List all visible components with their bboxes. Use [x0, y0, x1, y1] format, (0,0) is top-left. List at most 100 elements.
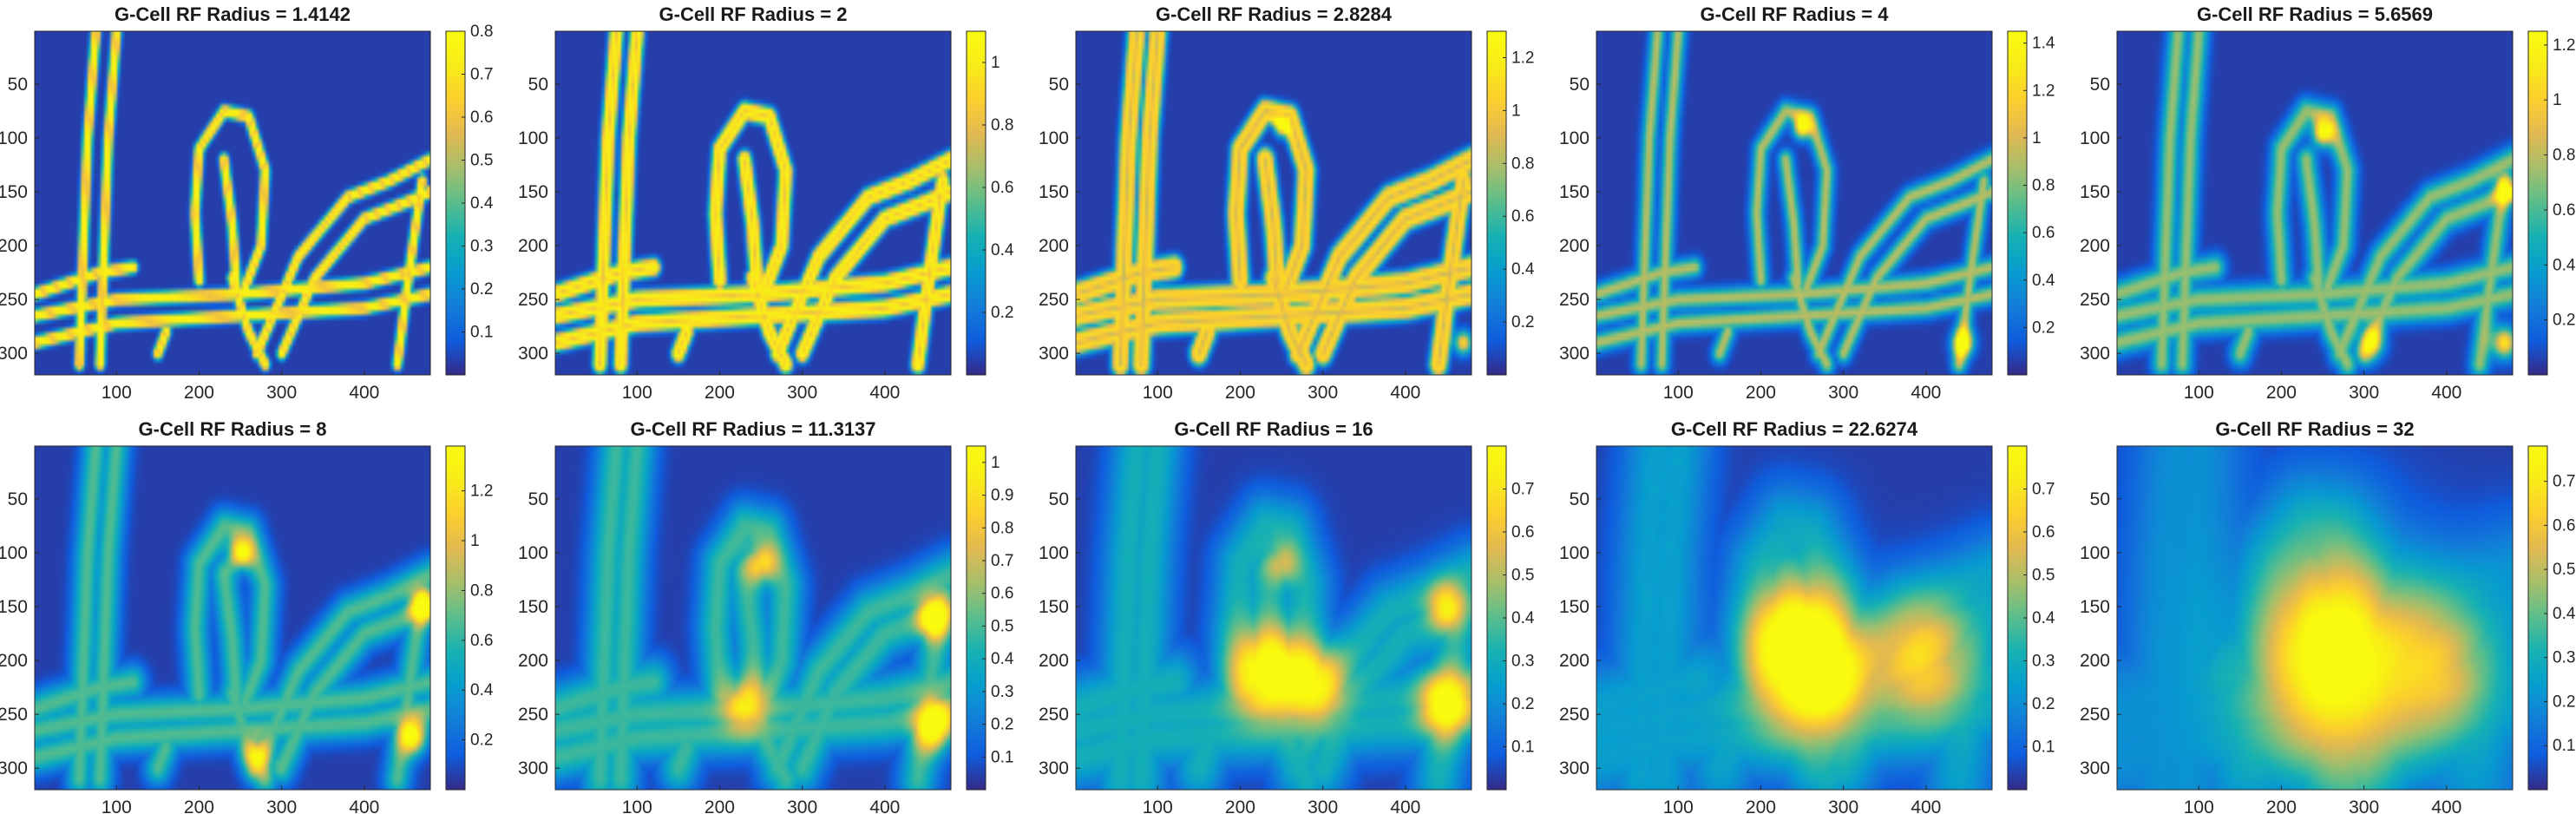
colorbar-tick-label: 1	[1511, 102, 1521, 120]
colorbar-tick-label: 0.3	[991, 683, 1013, 701]
y-tick-label: 250	[1039, 705, 1069, 725]
x-tick-label: 100	[622, 383, 652, 403]
y-tick-label: 50	[1049, 489, 1069, 509]
y-tick-label: 300	[1559, 758, 1590, 778]
x-tick-label: 300	[1828, 383, 1858, 403]
y-tick-label: 100	[1039, 543, 1069, 563]
colorbar-tick-label: 0.4	[991, 650, 1014, 668]
x-tick-label: 400	[1390, 798, 1420, 814]
y-tick-label: 250	[0, 290, 28, 310]
colorbar	[446, 31, 465, 375]
colorbar-tick-label: 0.1	[2032, 739, 2055, 757]
x-tick-label: 300	[1828, 798, 1858, 814]
y-tick-label: 100	[1559, 128, 1590, 148]
x-tick-label: 300	[2349, 798, 2379, 814]
y-tick-label: 100	[1559, 543, 1590, 563]
colorbar-tick-label: 0.7	[991, 552, 1013, 570]
colorbar-tick-label: 0.4	[1511, 260, 1535, 279]
colorbar-tick-label: 0.1	[991, 748, 1013, 766]
chart-title: G-Cell RF Radius = 5.6569	[2197, 3, 2433, 25]
y-tick-label: 200	[518, 236, 548, 256]
chart-panel: G-Cell RF Radius = 16 100 200 300 400 50 100 15…	[1039, 418, 1535, 814]
y-tick-label: 150	[518, 597, 548, 617]
colorbar-tick-label: 0.4	[2553, 605, 2576, 623]
colorbar-tick-label: 0.3	[470, 238, 493, 256]
colorbar-tick-label: 0.2	[2032, 695, 2055, 713]
colorbar-tick-label: 0.8	[991, 519, 1013, 537]
x-tick-label: 300	[787, 383, 817, 403]
axes-box	[34, 30, 431, 376]
x-tick-label: 200	[1225, 383, 1255, 403]
axes-box	[1596, 445, 1993, 791]
y-tick-label: 200	[1559, 651, 1590, 671]
y-tick-label: 150	[518, 182, 548, 202]
chart-title: G-Cell RF Radius = 22.6274	[1671, 418, 1918, 440]
colorbar-tick-label: 0.2	[470, 732, 493, 750]
y-tick-label: 100	[0, 543, 28, 563]
x-tick-label: 100	[1663, 798, 1694, 814]
heatmap-image	[2117, 446, 2513, 790]
axes-box	[2116, 30, 2514, 376]
y-tick-label: 250	[1559, 705, 1590, 725]
colorbar-tick-label: 0.5	[2032, 567, 2055, 585]
chart-panel: G-Cell RF Radius = 32 100 200 300 400 50 100 15…	[2080, 418, 2576, 814]
colorbar	[2008, 446, 2027, 790]
chart-title: G-Cell RF Radius = 8	[139, 418, 327, 440]
x-tick-label: 400	[349, 798, 379, 814]
colorbar-tick-label: 0.5	[2553, 561, 2575, 579]
chart-title: G-Cell RF Radius = 2	[659, 3, 848, 25]
colorbar-tick-label: 0.2	[991, 716, 1013, 734]
colorbar-tick-label: 0.7	[1511, 481, 1534, 499]
x-tick-label: 400	[2431, 798, 2461, 814]
colorbar-tick-label: 0.8	[2032, 177, 2055, 195]
x-tick-label: 400	[869, 383, 900, 403]
colorbar-tick-label: 0.6	[1511, 207, 1534, 226]
y-tick-label: 50	[2090, 75, 2110, 95]
colorbar-tick-label: 0.2	[991, 304, 1013, 322]
y-tick-label: 300	[2080, 758, 2110, 778]
y-tick-label: 50	[8, 75, 28, 95]
chart-title: G-Cell RF Radius = 32	[2215, 418, 2414, 440]
colorbar-tick-label: 0.2	[2032, 318, 2055, 337]
axes-box	[2116, 445, 2514, 791]
colorbar-tick-label: 0.6	[991, 585, 1013, 603]
heatmap-image	[555, 31, 951, 375]
colorbar-tick-label: 0.6	[2032, 523, 2055, 542]
colorbar-box	[966, 445, 986, 791]
x-tick-label: 400	[1911, 383, 1941, 403]
y-tick-label: 50	[1570, 489, 1590, 509]
colorbar-tick-label: 1	[2553, 91, 2562, 109]
colorbar-box	[2007, 30, 2028, 376]
colorbar-tick-label: 0.2	[2553, 693, 2575, 711]
colorbar-tick-label: 1.2	[470, 482, 493, 501]
colorbar	[1487, 446, 1506, 790]
x-tick-label: 100	[2184, 798, 2214, 814]
x-tick-label: 200	[2266, 383, 2297, 403]
axes-box	[554, 445, 952, 791]
colorbar-tick-label: 1.2	[2553, 36, 2575, 55]
heatmap-image	[2117, 31, 2513, 375]
x-tick-label: 200	[1746, 383, 1776, 403]
colorbar-tick-label: 0.6	[2553, 201, 2575, 220]
colorbar-box	[2527, 445, 2548, 791]
heatmap-image	[35, 31, 430, 375]
colorbar-tick-label: 0.2	[2553, 312, 2575, 330]
colorbar-tick-label: 1	[991, 454, 1000, 472]
heatmap-image	[1596, 31, 1992, 375]
colorbar-tick-label: 0.8	[2553, 147, 2575, 165]
y-tick-label: 100	[0, 128, 28, 148]
colorbar-tick-label: 0.2	[470, 280, 493, 299]
heatmap-image	[35, 446, 430, 790]
colorbar-box	[445, 445, 466, 791]
x-tick-label: 200	[705, 383, 735, 403]
y-tick-label: 100	[1039, 128, 1069, 148]
y-tick-label: 150	[2080, 182, 2110, 202]
chart-title: G-Cell RF Radius = 1.4142	[115, 3, 351, 25]
y-tick-label: 50	[8, 489, 28, 509]
chart-panel: G-Cell RF Radius = 1.4142 100 200 300 400 50 1…	[0, 3, 494, 403]
colorbar	[1487, 31, 1506, 375]
y-tick-label: 300	[0, 344, 28, 364]
y-tick-label: 250	[518, 705, 548, 725]
y-tick-label: 150	[1039, 597, 1069, 617]
colorbar	[2528, 31, 2547, 375]
